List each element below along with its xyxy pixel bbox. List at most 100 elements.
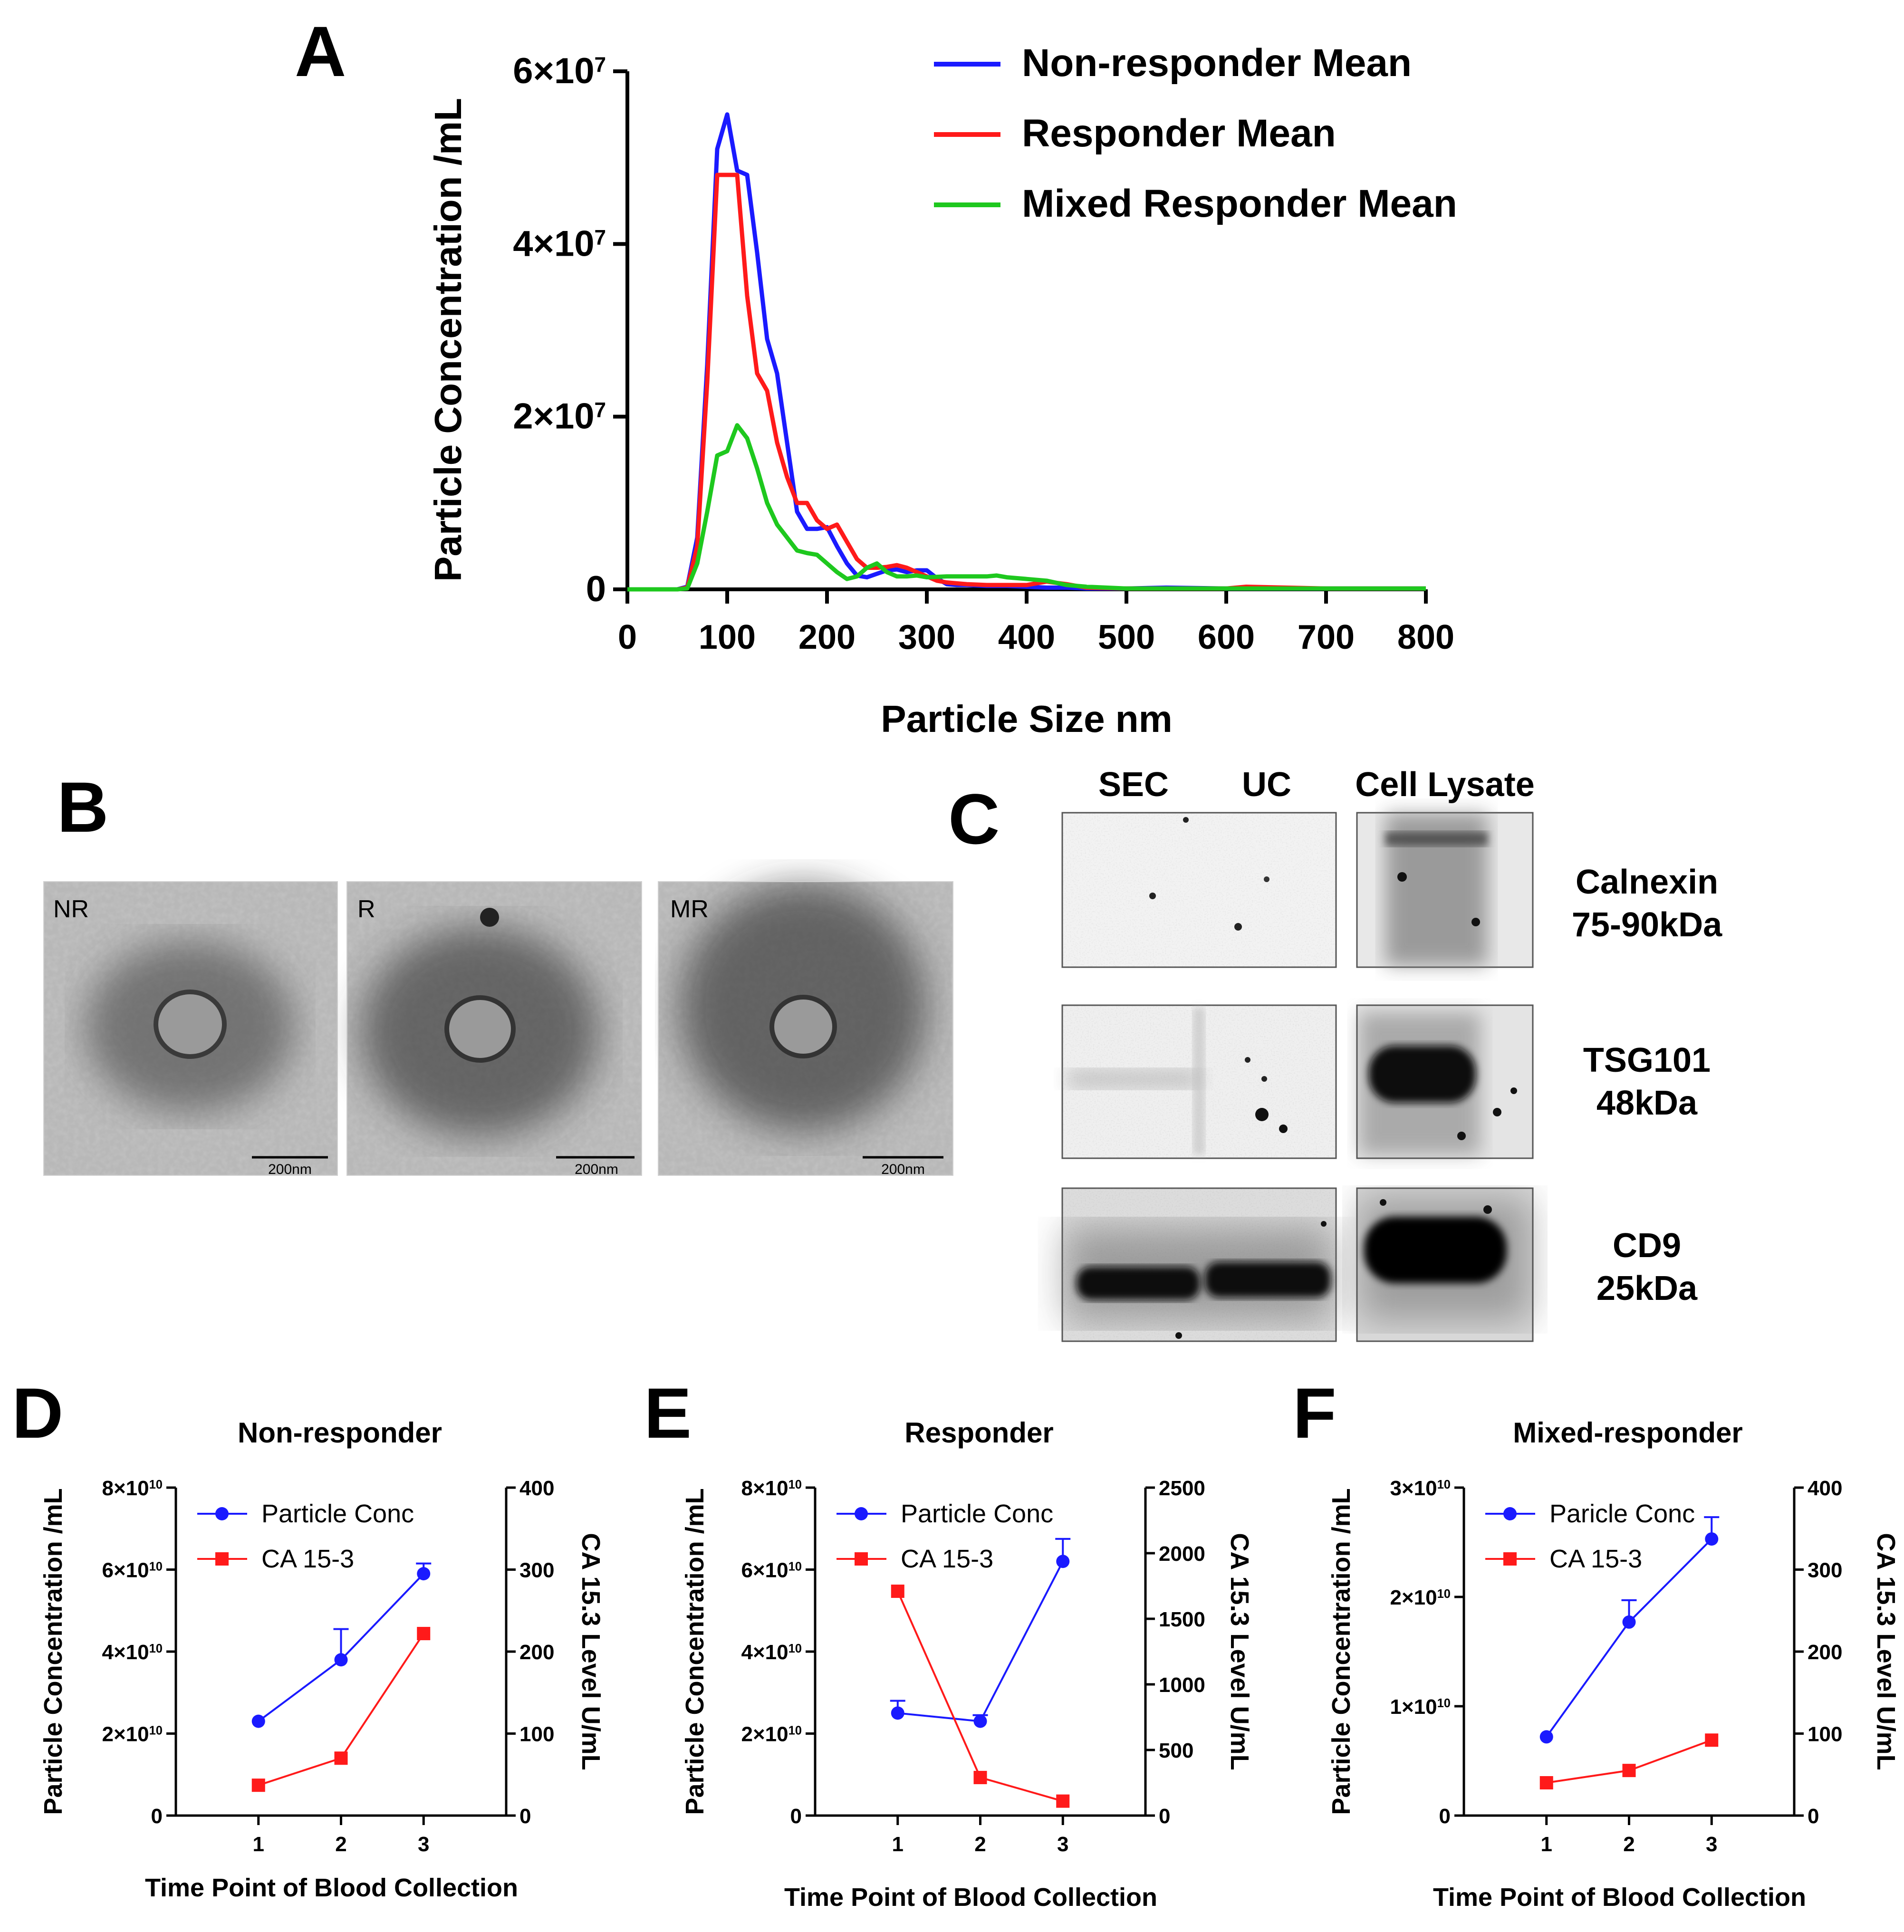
left-tick-label-exp: 10 bbox=[149, 1478, 163, 1491]
data-point-circle bbox=[973, 1714, 987, 1728]
left-tick-label-base: 2×10 bbox=[1390, 1586, 1437, 1609]
blot-column-cell-lysate: Cell Lysate bbox=[1355, 766, 1535, 804]
x-tick-label: 200 bbox=[798, 618, 856, 656]
y-tick-label-exp: 7 bbox=[594, 398, 606, 422]
right-tick-label: 300 bbox=[1808, 1559, 1842, 1582]
blot-protein-tsg101: TSG101 bbox=[1583, 1041, 1711, 1079]
x-tick-label: 0 bbox=[618, 618, 637, 656]
left-tick-label-base: 4×10 bbox=[102, 1641, 149, 1664]
panel-c: C SEC UC Cell Lysate Calnexin 75-90kDa bbox=[948, 766, 1722, 1342]
legend-label-1: CA 15-3 bbox=[1549, 1545, 1642, 1573]
right-tick-label: 1000 bbox=[1159, 1673, 1205, 1697]
data-point-square bbox=[1539, 1776, 1553, 1789]
left-tick-label: 0 bbox=[151, 1805, 163, 1828]
right-tick-label: 200 bbox=[519, 1641, 554, 1664]
data-point-circle bbox=[251, 1714, 265, 1728]
x-tick-label: 1 bbox=[1541, 1833, 1552, 1856]
right-tick-label: 0 bbox=[519, 1805, 531, 1828]
left-tick-label-exp: 10 bbox=[1437, 1697, 1451, 1710]
x-tick-label: 400 bbox=[998, 618, 1055, 656]
left-tick-label-base: 6×10 bbox=[741, 1559, 789, 1582]
series-line-2 bbox=[627, 423, 1426, 592]
x-tick-label: 1 bbox=[892, 1833, 904, 1856]
data-point-square bbox=[334, 1751, 348, 1765]
tem-label-r: R bbox=[357, 895, 375, 923]
left-tick-label-base: 2×10 bbox=[102, 1723, 149, 1746]
x-axis-title: Time Point of Blood Collection bbox=[1433, 1883, 1806, 1912]
left-tick-label-base: 0 bbox=[151, 1805, 163, 1828]
left-tick-label: 3×1010 bbox=[1390, 1477, 1451, 1500]
blot-column-uc: UC bbox=[1242, 766, 1291, 804]
left-tick-label: 2×1010 bbox=[741, 1723, 802, 1746]
legend-label-1: Responder Mean bbox=[1022, 112, 1336, 155]
y-tick-label: 2×107 bbox=[513, 396, 606, 437]
left-tick-label: 6×1010 bbox=[741, 1559, 802, 1582]
left-tick-label: 8×1010 bbox=[102, 1477, 163, 1500]
x-tick-label: 3 bbox=[1706, 1833, 1717, 1856]
legend-label-0: Non-responder Mean bbox=[1022, 41, 1412, 85]
blot-row-cd9: CD9 25kDa bbox=[1061, 1187, 1698, 1342]
right-tick-label: 300 bbox=[519, 1559, 554, 1582]
tem-image-mr: MR 200nm bbox=[658, 881, 953, 1177]
left-tick-label-base: 2×10 bbox=[741, 1723, 789, 1746]
left-tick-label: 2×1010 bbox=[1390, 1586, 1451, 1609]
left-tick-label-base: 0 bbox=[790, 1805, 802, 1828]
x-tick-label: 3 bbox=[418, 1833, 429, 1856]
y-tick-label-exp: 7 bbox=[594, 53, 606, 77]
left-tick-label-exp: 10 bbox=[149, 1560, 163, 1574]
data-point-circle bbox=[417, 1567, 431, 1581]
left-tick-label: 8×1010 bbox=[741, 1477, 802, 1500]
left-tick-label-base: 8×10 bbox=[102, 1477, 149, 1500]
blot-row-tsg101: TSG101 48kDa bbox=[1061, 1004, 1711, 1159]
series-line-0 bbox=[627, 112, 1426, 592]
series-line-0 bbox=[897, 1561, 1064, 1722]
series-line-1 bbox=[627, 173, 1426, 592]
scale-bar-label-r: 200nm bbox=[575, 1162, 618, 1177]
legend-label-1: CA 15-3 bbox=[261, 1545, 354, 1573]
legend-label-0: Particle Conc bbox=[261, 1499, 414, 1528]
chart-title: Mixed-responder bbox=[1513, 1417, 1742, 1449]
legend-marker-1 bbox=[855, 1552, 868, 1566]
x-axis-title: Time Point of Blood Collection bbox=[784, 1883, 1157, 1912]
panel-label-b: B bbox=[57, 767, 108, 847]
legend-label-1: CA 15-3 bbox=[901, 1545, 993, 1573]
panel-label-e: E bbox=[644, 1373, 692, 1453]
x-tick-label: 800 bbox=[1397, 618, 1454, 656]
blot-size-cd9: 25kDa bbox=[1596, 1269, 1698, 1307]
y-tick-label-base: 2×10 bbox=[513, 396, 594, 437]
legend-marker-1 bbox=[215, 1552, 229, 1566]
chart-title: Responder bbox=[904, 1417, 1053, 1449]
legend-marker-1 bbox=[1503, 1552, 1517, 1566]
tem-label-nr: NR bbox=[53, 895, 89, 923]
panel-b: B NR 200nm R 200nm bbox=[43, 767, 953, 1177]
scale-bar-label-nr: 200nm bbox=[268, 1162, 312, 1177]
right-tick-label: 2500 bbox=[1159, 1477, 1205, 1500]
x-tick-label: 300 bbox=[898, 618, 955, 656]
data-point-square bbox=[891, 1585, 904, 1598]
data-point-circle bbox=[891, 1706, 904, 1720]
x-axis-title: Time Point of Blood Collection bbox=[145, 1874, 518, 1902]
right-tick-label: 200 bbox=[1808, 1641, 1842, 1664]
left-tick-label: 1×1010 bbox=[1390, 1695, 1451, 1719]
x-tick-label: 100 bbox=[699, 618, 756, 656]
y-tick-label-exp: 7 bbox=[594, 226, 606, 249]
left-tick-label-base: 8×10 bbox=[741, 1477, 789, 1500]
y-tick-label-base: 0 bbox=[586, 569, 606, 609]
legend-marker-0 bbox=[855, 1507, 868, 1520]
legend-marker-0 bbox=[215, 1507, 229, 1520]
left-tick-label-exp: 10 bbox=[789, 1642, 802, 1655]
right-axis-title: CA 15.3 Level U/mL bbox=[1872, 1533, 1900, 1770]
x-tick-label: 600 bbox=[1198, 618, 1255, 656]
legend-label-0: Particle Conc bbox=[901, 1499, 1053, 1528]
right-tick-label: 2000 bbox=[1159, 1542, 1205, 1566]
right-tick-label: 0 bbox=[1808, 1805, 1819, 1828]
tem-image-r: R 200nm bbox=[346, 881, 642, 1177]
panel-label-c: C bbox=[948, 779, 1000, 859]
responder-timecourse-chart: Responder02×10104×10106×10108×1010050010… bbox=[681, 1417, 1254, 1912]
left-axis-title: Particle Concentration /mL bbox=[39, 1488, 67, 1815]
legend-label-2: Mixed Responder Mean bbox=[1022, 182, 1457, 225]
data-point-square bbox=[1622, 1764, 1636, 1778]
blot-protein-calnexin: Calnexin bbox=[1576, 863, 1718, 901]
left-tick-label-exp: 10 bbox=[1437, 1478, 1451, 1491]
